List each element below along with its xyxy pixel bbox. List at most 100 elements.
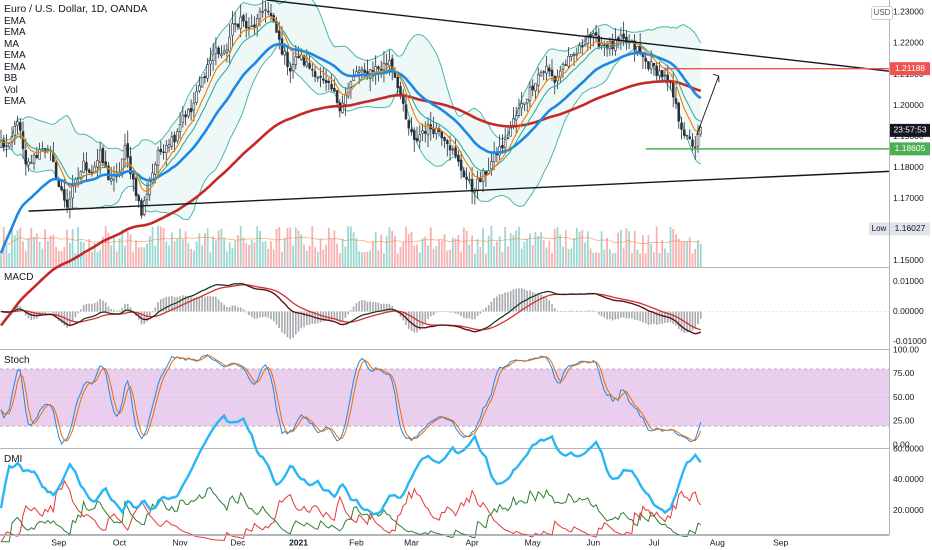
candle-body[interactable] [633, 40, 636, 50]
candle-body[interactable] [412, 130, 416, 140]
candle-body[interactable] [575, 53, 579, 56]
candle-body[interactable] [19, 122, 22, 131]
candle-body[interactable] [195, 91, 198, 103]
candle-body[interactable] [443, 137, 446, 141]
candle-body[interactable] [550, 69, 554, 77]
candle-body[interactable] [162, 151, 165, 153]
candle-body[interactable] [187, 109, 190, 117]
candle-body[interactable] [682, 129, 686, 136]
candle-body[interactable] [528, 86, 532, 101]
candle-body[interactable] [27, 161, 30, 166]
candle-body[interactable] [581, 45, 584, 48]
candle-body[interactable] [261, 11, 264, 13]
candle-body[interactable] [101, 147, 105, 164]
candle-body[interactable] [220, 53, 223, 57]
candle-body[interactable] [547, 67, 551, 72]
candle-body[interactable] [93, 166, 96, 173]
candle-body[interactable] [198, 85, 201, 92]
candle-body[interactable] [603, 44, 606, 46]
candle-body[interactable] [649, 61, 653, 70]
candle-body[interactable] [660, 70, 664, 78]
candle-body[interactable] [503, 139, 507, 149]
candle-body[interactable] [231, 23, 234, 36]
candle-body[interactable] [671, 80, 675, 98]
candle-body[interactable] [647, 61, 650, 69]
candle-body[interactable] [696, 133, 700, 147]
candle-body[interactable] [363, 69, 366, 73]
macd-line[interactable] [0, 283, 701, 335]
candle-body[interactable] [415, 138, 419, 141]
candle-body[interactable] [123, 144, 127, 160]
candle-body[interactable] [173, 134, 176, 143]
candle-body[interactable] [583, 43, 587, 47]
candle-body[interactable] [666, 74, 669, 81]
candle-body[interactable] [214, 47, 218, 54]
candle-body[interactable] [498, 146, 501, 156]
candle-body[interactable] [520, 103, 523, 109]
ema-red-line[interactable] [0, 80, 702, 327]
candle-body[interactable] [222, 50, 226, 54]
ema-orange-line[interactable] [0, 16, 701, 193]
candle-body[interactable] [517, 108, 521, 116]
candle-body[interactable] [60, 186, 63, 191]
candle-body[interactable] [506, 137, 510, 139]
candle-body[interactable] [470, 179, 474, 192]
candle-body[interactable] [90, 171, 94, 174]
candle-body[interactable] [2, 140, 6, 148]
candle-body[interactable] [462, 170, 466, 178]
candle-body[interactable] [203, 76, 207, 78]
candle-body[interactable] [567, 56, 570, 67]
candle-body[interactable] [109, 178, 113, 182]
candle-body[interactable] [239, 16, 242, 29]
candle-body[interactable] [286, 52, 289, 67]
candle-body[interactable] [137, 195, 141, 202]
candle-body[interactable] [454, 147, 457, 157]
candle-body[interactable] [305, 61, 309, 67]
candle-body[interactable] [688, 136, 691, 139]
candle-body[interactable] [107, 165, 110, 181]
candle-body[interactable] [253, 24, 256, 28]
candle-body[interactable] [278, 30, 281, 40]
candle-body[interactable] [13, 126, 17, 136]
candle-body[interactable] [344, 94, 347, 105]
candle-body[interactable] [308, 63, 311, 69]
candle-body[interactable] [120, 158, 124, 173]
candle-body[interactable] [178, 124, 182, 132]
candle-body[interactable] [264, 9, 267, 11]
candle-body[interactable] [644, 58, 647, 62]
candle-body[interactable] [297, 55, 300, 59]
candle-body[interactable] [228, 36, 231, 52]
candle-body[interactable] [663, 74, 667, 77]
candle-body[interactable] [104, 161, 107, 168]
candle-body[interactable] [244, 21, 248, 29]
candle-body[interactable] [98, 149, 102, 163]
candle-body[interactable] [594, 32, 598, 36]
dmi-minus-line[interactable] [0, 479, 702, 542]
stoch-d-line[interactable] [0, 355, 702, 442]
candle-body[interactable] [176, 131, 179, 142]
candle-body[interactable] [236, 23, 240, 28]
candle-body[interactable] [501, 145, 504, 149]
candle-body[interactable] [30, 162, 33, 164]
candle-body[interactable] [258, 10, 262, 20]
candle-body[interactable] [382, 62, 386, 71]
candle-body[interactable] [21, 131, 25, 150]
candle-body[interactable] [302, 55, 306, 66]
candle-body[interactable] [200, 77, 204, 88]
candle-body[interactable] [424, 131, 427, 134]
candle-body[interactable] [145, 193, 149, 201]
candle-body[interactable] [280, 38, 284, 55]
candle-body[interactable] [410, 128, 413, 133]
ema-green-line[interactable] [0, 21, 701, 187]
candle-body[interactable] [151, 172, 154, 183]
support-price-tag[interactable]: 1.18605 [895, 143, 926, 153]
candle-body[interactable] [32, 154, 36, 164]
candle-body[interactable] [534, 83, 537, 92]
candle-body[interactable] [247, 27, 251, 29]
currency-badge[interactable]: USD [871, 6, 893, 20]
candle-body[interactable] [468, 179, 471, 181]
candle-body[interactable] [167, 144, 171, 148]
candle-body[interactable] [131, 173, 135, 180]
candle-body[interactable] [266, 10, 270, 13]
candle-body[interactable] [440, 131, 444, 139]
